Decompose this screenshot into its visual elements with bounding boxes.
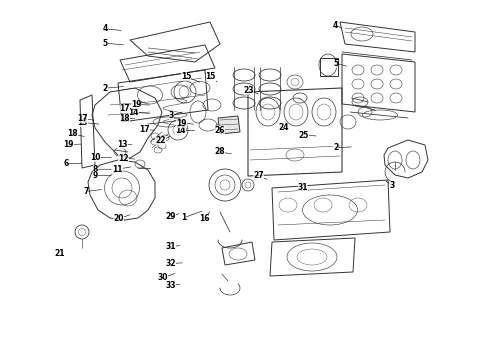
Text: 6: 6 [64,159,82,168]
Text: 14: 14 [175,126,195,135]
Text: 17: 17 [120,104,135,113]
Text: 29: 29 [165,212,179,221]
Text: 24: 24 [278,123,289,132]
Text: 10: 10 [90,153,111,162]
Text: 4: 4 [103,24,121,33]
Text: 4: 4 [333,21,342,30]
Text: 16: 16 [199,212,210,223]
Text: 18: 18 [67,130,84,139]
Text: 25: 25 [298,131,316,140]
Text: 30: 30 [157,273,175,282]
Text: 32: 32 [165,259,182,268]
Text: 13: 13 [117,140,132,149]
Text: 31: 31 [297,184,308,193]
Text: 20: 20 [113,215,130,223]
Text: 3: 3 [386,181,394,190]
Text: 15: 15 [205,72,217,82]
Text: 3: 3 [169,111,182,120]
Text: 17: 17 [139,125,154,134]
Text: 11: 11 [112,165,131,174]
Text: 15: 15 [181,72,199,82]
Text: 17: 17 [77,114,94,122]
Text: 28: 28 [214,148,231,157]
Text: 19: 19 [63,140,81,149]
Text: 9: 9 [93,171,111,180]
Text: 21: 21 [54,249,65,258]
Text: 27: 27 [253,171,267,180]
Text: 2: 2 [103,84,123,93]
Text: 33: 33 [165,281,180,289]
Text: 19: 19 [131,100,149,109]
Text: 26: 26 [214,126,225,135]
Text: 5: 5 [333,59,346,68]
Text: 2: 2 [333,143,351,152]
Text: 19: 19 [176,119,194,128]
Text: 23: 23 [244,86,258,95]
Text: 14: 14 [128,108,149,117]
Text: 22: 22 [155,136,170,145]
Text: 8: 8 [93,165,111,174]
Text: 1: 1 [181,211,202,222]
Text: 12: 12 [118,154,135,163]
Text: 5: 5 [103,39,123,48]
Text: 18: 18 [120,114,135,122]
Text: 7: 7 [83,187,101,196]
Text: 13: 13 [77,118,99,127]
Polygon shape [218,116,240,134]
Text: 31: 31 [165,242,180,251]
